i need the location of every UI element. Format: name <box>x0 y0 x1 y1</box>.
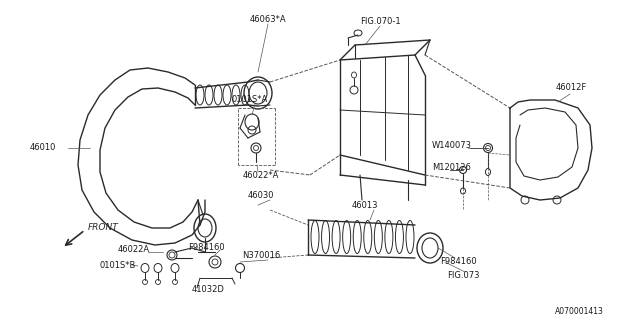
Text: 46063*A: 46063*A <box>250 15 287 25</box>
Text: F984160: F984160 <box>188 243 225 252</box>
Text: 46012F: 46012F <box>556 84 588 92</box>
Text: M120126: M120126 <box>432 164 471 172</box>
Text: 46013: 46013 <box>352 201 378 210</box>
Text: 0101S*B: 0101S*B <box>100 260 136 269</box>
Text: 46030: 46030 <box>248 191 275 201</box>
Text: 0101S*A: 0101S*A <box>232 95 268 105</box>
Text: FIG.073: FIG.073 <box>447 270 479 279</box>
Text: N370016: N370016 <box>242 251 280 260</box>
Text: 46022A: 46022A <box>118 245 150 254</box>
Text: 46010: 46010 <box>30 143 56 153</box>
Text: F984160: F984160 <box>440 258 477 267</box>
Text: FIG.070-1: FIG.070-1 <box>360 18 401 27</box>
Text: FRONT: FRONT <box>88 223 119 233</box>
Text: A070001413: A070001413 <box>555 308 604 316</box>
Text: 41032D: 41032D <box>192 285 225 294</box>
Text: W140073: W140073 <box>432 140 472 149</box>
Text: 46022*A: 46022*A <box>243 171 280 180</box>
